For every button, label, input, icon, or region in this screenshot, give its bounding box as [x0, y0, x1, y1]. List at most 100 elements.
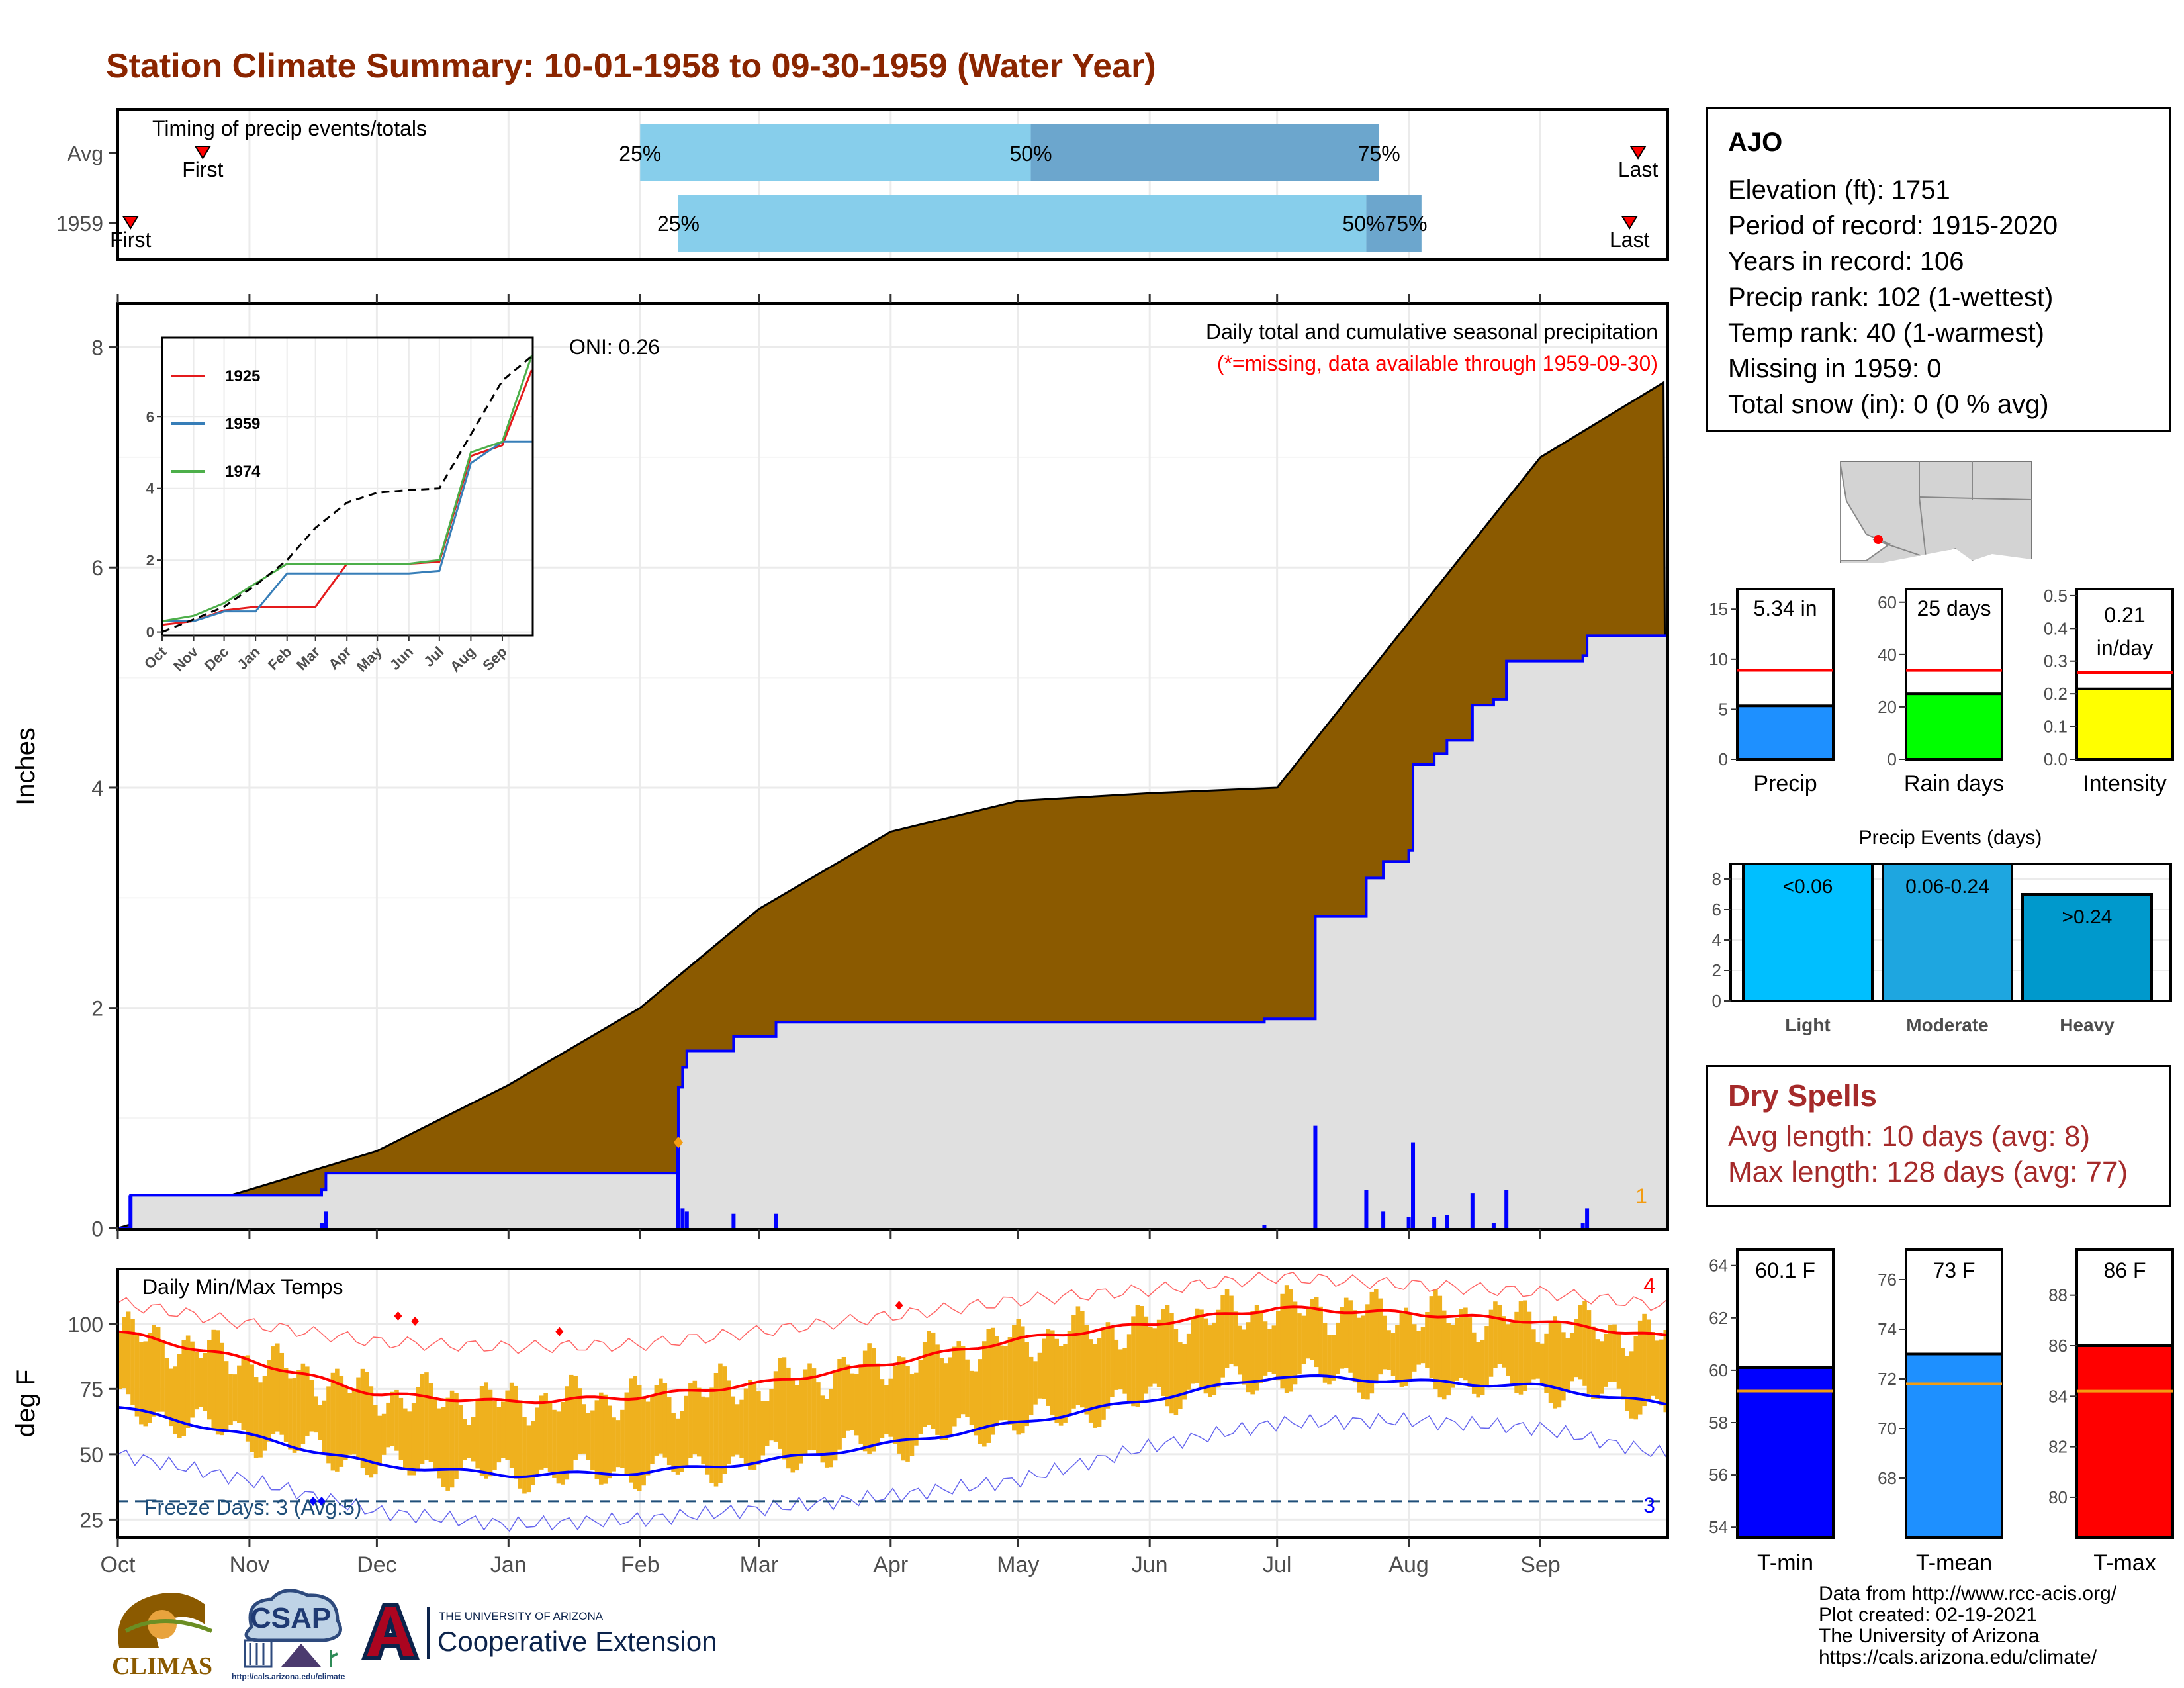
- daily-temp-range-bar: [147, 1333, 152, 1423]
- daily-precip-bar: [1470, 1193, 1475, 1229]
- daily-temp-range-bar: [194, 1352, 199, 1410]
- station-name: AJO: [1728, 128, 1783, 157]
- daily-temp-range-bar: [1459, 1309, 1464, 1378]
- temp-summary-tick-label: 60: [1709, 1360, 1728, 1380]
- events-bar-range: 0.06-0.24: [1905, 876, 1989, 898]
- dry-spells-panel: Dry Spells Avg length: 10 days (avg: 8) …: [1706, 1065, 2171, 1207]
- events-category-label: Light: [1785, 1015, 1830, 1035]
- daily-temp-range-bar: [1535, 1342, 1541, 1379]
- daily-precip-bar: [1406, 1217, 1411, 1229]
- dry-spells-max: Max length: 128 days (avg: 77): [1728, 1156, 2128, 1188]
- quantile-75-label: 75%: [1358, 142, 1400, 165]
- daily-temp-range-bar: [820, 1395, 825, 1463]
- daily-temp-range-bar: [398, 1397, 404, 1460]
- quantile-50-label: 50%75%: [1342, 212, 1427, 236]
- daily-temp-range-bar: [939, 1358, 944, 1440]
- daily-temp-range-bar: [1642, 1313, 1647, 1407]
- daily-temp-range-bar: [369, 1386, 374, 1478]
- daily-temp-range-bar: [1152, 1328, 1157, 1384]
- daily-temp-range-bar: [1373, 1289, 1379, 1384]
- first-event-label: First: [110, 228, 151, 252]
- temp-y-tick-label: 25: [79, 1508, 103, 1532]
- daily-precip-bar: [128, 1195, 133, 1229]
- daily-temp-range-bar: [607, 1405, 612, 1479]
- daily-temp-range-bar: [901, 1357, 906, 1461]
- daily-temp-range-bar: [1263, 1321, 1268, 1376]
- temp-summary-bar: [2075, 1344, 2174, 1539]
- daily-temp-range-bar: [1471, 1332, 1477, 1394]
- temp-panel-border: [116, 1268, 1669, 1539]
- daily-temp-range-bar: [1659, 1339, 1664, 1406]
- daily-temp-range-bar: [1161, 1309, 1165, 1396]
- daily-temp-range-bar: [960, 1346, 966, 1415]
- inset-legend-label: 1959: [225, 415, 260, 433]
- events-tick-label: 8: [1712, 869, 1721, 889]
- daily-temp-range-bar: [467, 1425, 472, 1458]
- daily-temp-range-bar: [1408, 1313, 1413, 1380]
- daily-temp-range-bar: [1450, 1325, 1455, 1388]
- daily-temp-range-bar: [701, 1396, 705, 1465]
- daily-temp-range-bar: [931, 1332, 936, 1429]
- daily-temp-range-bar: [952, 1346, 957, 1427]
- events-tick-label: 0: [1712, 991, 1721, 1011]
- daily-temp-range-bar: [1042, 1338, 1046, 1399]
- events-bar-range: >0.24: [2062, 906, 2113, 928]
- daily-temp-range-bar: [309, 1380, 314, 1432]
- daily-temp-range-bar: [416, 1386, 420, 1471]
- daily-temp-range-bar: [1387, 1330, 1391, 1370]
- mini-chart-tick-label: 40: [1878, 645, 1897, 665]
- daily-temp-range-bar: [1220, 1295, 1225, 1378]
- mini-chart-tick-label: 10: [1709, 649, 1728, 669]
- daily-temp-range-bar: [586, 1413, 591, 1460]
- daily-temp-range-bar: [1582, 1301, 1587, 1386]
- events-tick-label: 2: [1712, 961, 1721, 980]
- daily-temp-range-bar: [1416, 1331, 1421, 1365]
- daily-temp-range-bar: [650, 1396, 655, 1464]
- daily-temp-range-bar: [1310, 1299, 1315, 1360]
- temp-y-tick-label: 75: [79, 1378, 103, 1401]
- daily-temp-range-bar: [139, 1342, 144, 1425]
- daily-temp-range-bar: [292, 1378, 297, 1453]
- record-high-marker: [555, 1327, 564, 1336]
- daily-temp-range-bar: [1037, 1352, 1042, 1399]
- inset-y-tick-label: 6: [146, 408, 154, 425]
- daily-temp-range-bar: [1553, 1316, 1557, 1409]
- daily-temp-range-bar: [535, 1407, 540, 1477]
- timing-bar-first-half: [678, 195, 1367, 252]
- daily-temp-range-bar: [539, 1395, 544, 1470]
- daily-temp-range-bar: [905, 1366, 910, 1462]
- daily-temp-range-bar: [829, 1389, 834, 1468]
- precip-y-tick-label: 2: [91, 997, 103, 1021]
- station-snow: Total snow (in): 0 (0 % avg): [1728, 390, 2049, 419]
- daily-temp-range-bar: [484, 1382, 488, 1479]
- daily-temp-range-bar: [986, 1329, 991, 1443]
- daily-temp-range-bar: [688, 1383, 693, 1458]
- record-low-marker: [309, 1496, 318, 1506]
- daily-temp-range-bar: [1493, 1301, 1498, 1368]
- mini-chart-value: 5.34 in: [1753, 596, 1817, 620]
- mini-chart-tick-label: 0.0: [2044, 749, 2068, 769]
- mini-chart-tick-label: 15: [1709, 599, 1728, 619]
- daily-temp-range-bar: [803, 1369, 808, 1456]
- daily-temp-range-bar: [134, 1332, 140, 1417]
- daily-temp-range-bar: [892, 1366, 897, 1444]
- daily-precip-bar: [774, 1213, 778, 1229]
- daily-temp-range-bar: [335, 1368, 340, 1472]
- daily-temp-range-bar: [1586, 1310, 1592, 1394]
- last-event-marker: [1629, 146, 1647, 160]
- daily-temp-range-bar: [1233, 1311, 1238, 1367]
- daily-temp-range-bar: [1574, 1319, 1578, 1378]
- events-category-label: Moderate: [1906, 1015, 1988, 1035]
- daily-temp-range-bar: [662, 1383, 668, 1458]
- daily-temp-range-bar: [1297, 1313, 1302, 1374]
- precip-marker: [673, 1136, 683, 1149]
- daily-temp-range-bar: [1050, 1330, 1055, 1416]
- daily-precip-bar: [1504, 1190, 1509, 1229]
- month-tick-label: May: [997, 1552, 1039, 1577]
- daily-temp-range-bar: [705, 1397, 710, 1475]
- events-category-label: Heavy: [2060, 1015, 2115, 1035]
- daily-temp-range-bar: [1105, 1322, 1111, 1409]
- daily-temp-range-bar: [433, 1399, 437, 1469]
- location-map: [1840, 461, 2032, 563]
